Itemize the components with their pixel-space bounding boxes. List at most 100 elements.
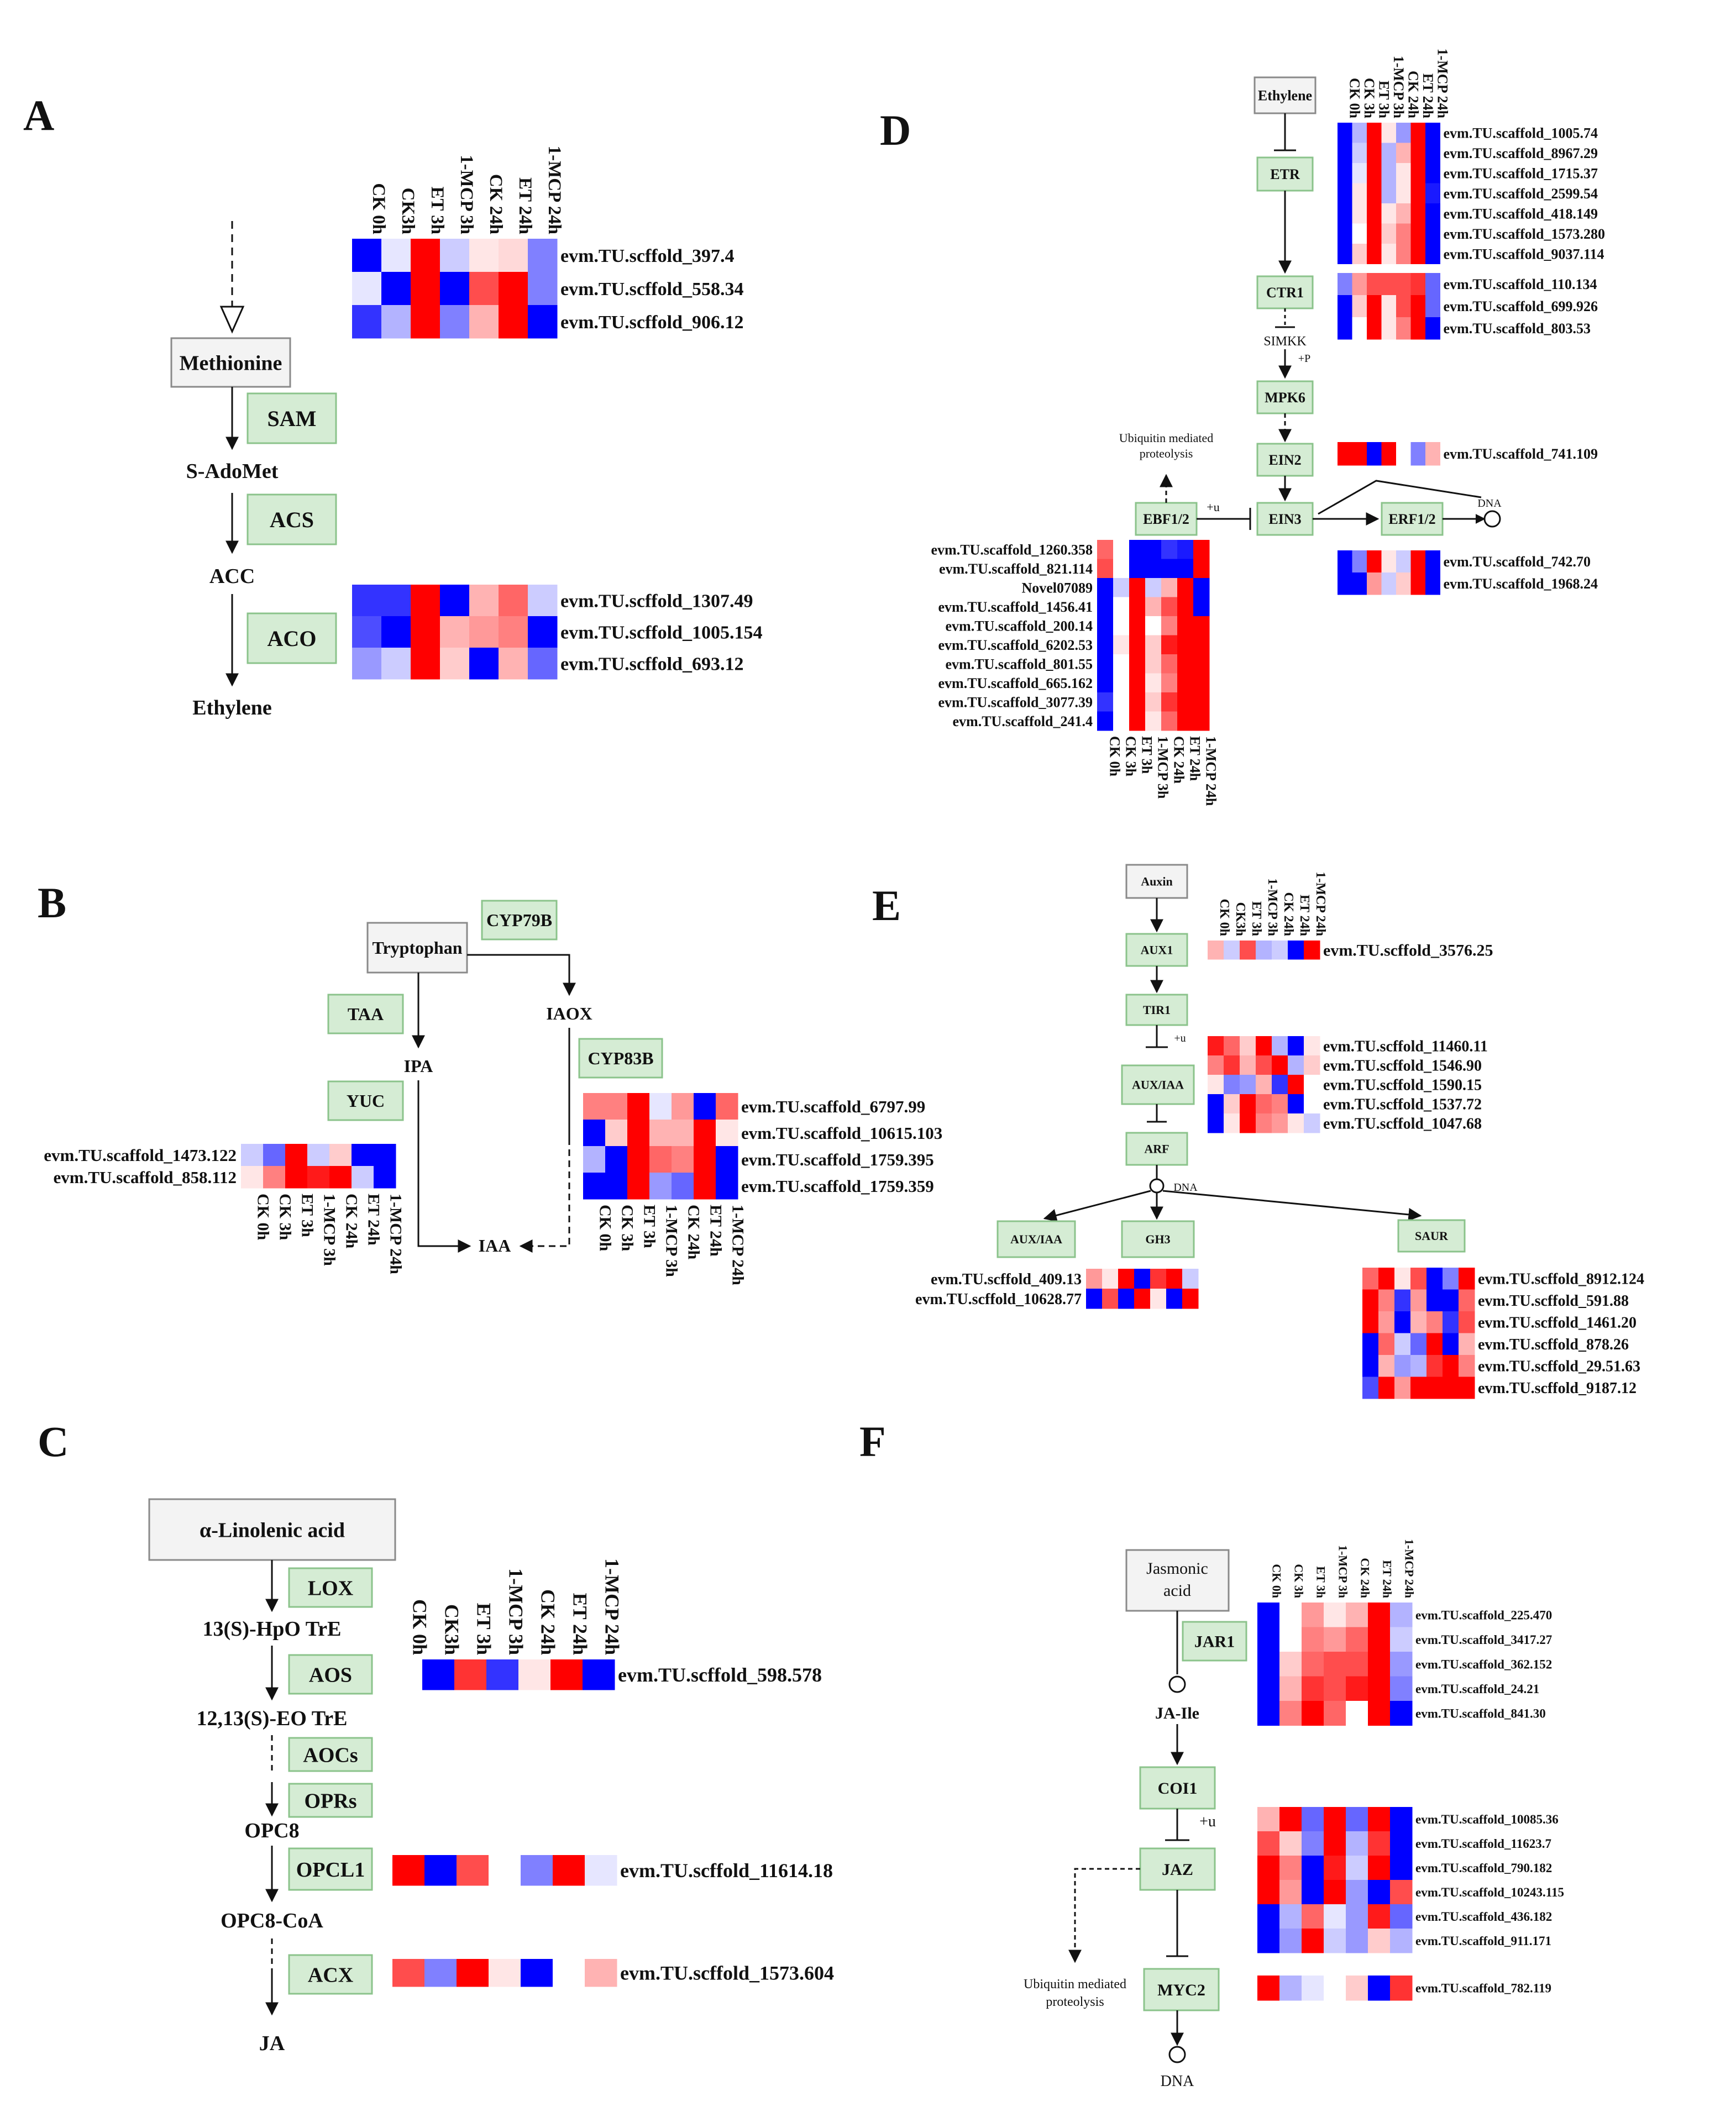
heatmap-cell — [374, 1144, 396, 1167]
heatmap-cell — [1338, 203, 1352, 224]
condition-label: ET 24h — [515, 177, 535, 234]
heatmap-cell — [627, 1146, 650, 1173]
heatmap-cell — [1240, 941, 1256, 960]
heatmap-cell — [469, 648, 499, 680]
condition-label: ET 24h — [1420, 73, 1436, 119]
heatmap-cell — [457, 1959, 489, 1987]
condition-label: ET 3h — [427, 186, 447, 234]
enzyme-taa: TAA — [327, 994, 404, 1034]
heatmap-cell — [1346, 1904, 1368, 1929]
heatmap-cell — [1257, 1856, 1280, 1880]
condition-label: CK 3h — [1292, 1564, 1306, 1598]
heatmap-cell — [1426, 1268, 1443, 1290]
heatmap-cell — [1257, 1976, 1280, 2001]
condition-label: 1-MCP 24h — [1403, 1539, 1417, 1598]
gene-label: evm.TU.scaffold_858.112 — [53, 1168, 237, 1187]
node-ethylene-box — [1254, 76, 1317, 114]
heatmap-cell — [1324, 1880, 1346, 1905]
gene-label: evm.TU.scaffold_9037.114 — [1444, 246, 1604, 262]
heatmap-cell — [1279, 1627, 1302, 1652]
node-myc2-label: MYC2 — [1157, 1981, 1205, 1999]
condition-label: CK 24h — [1359, 1558, 1372, 1598]
heatmap-cell — [1324, 1831, 1346, 1856]
heatmap-cell — [1193, 540, 1210, 559]
node-erf12: ERF1/2 — [1381, 502, 1444, 536]
heatmap-cell — [1279, 1652, 1302, 1677]
heatmap-cell — [1324, 1976, 1346, 2001]
node-aux-iaa: AUX/IAA — [1121, 1064, 1195, 1105]
node-linolenic-acid: α-Linolenic acid — [148, 1498, 396, 1561]
condition-label: CK 24h — [486, 174, 506, 234]
heatmap-cell — [1224, 1055, 1240, 1075]
condition-label: CK3h — [441, 1604, 463, 1655]
heatmap-cell — [1166, 1269, 1183, 1289]
heatmap-cell — [1426, 1311, 1443, 1333]
heatmap-cell — [1324, 1904, 1346, 1929]
label-proteolysis: proteolysis — [1046, 1995, 1104, 2009]
label-phosphorylation: +P — [1298, 353, 1310, 365]
heatmap-cell — [1338, 442, 1352, 466]
heatmap-cell — [1396, 244, 1411, 264]
heatmap-cell — [1208, 1036, 1224, 1056]
heatmap-cell — [1288, 1055, 1304, 1075]
heatmap-cell — [1097, 616, 1114, 635]
heatmap-cell — [528, 648, 558, 680]
heatmap-cell — [1381, 273, 1397, 296]
gene-label: evm.TU.scaffold_2599.54 — [1444, 186, 1598, 202]
heatmap-cell — [1279, 1603, 1302, 1627]
label-ubiquitin-mediated: Ubiquitin mediated — [1119, 431, 1213, 445]
condition-label: CK 24h — [1171, 736, 1187, 784]
heatmap-cell — [1113, 540, 1130, 559]
node-jasmonic-acid-line2: acid — [1163, 1582, 1191, 1600]
heatmap-cell — [1113, 616, 1130, 635]
heatmap-cell — [1367, 244, 1382, 264]
heatmap-cell — [469, 585, 499, 617]
heatmap-cell — [1410, 244, 1426, 264]
heatmap-cell — [1288, 1094, 1304, 1114]
heatmap-cell — [1368, 1701, 1391, 1726]
heatmap-cell — [1177, 692, 1194, 712]
heatmap-cell — [1381, 572, 1397, 595]
panel-letter-A: A — [23, 91, 54, 139]
heatmap-cell — [1145, 692, 1162, 712]
dna-node — [1168, 2046, 1186, 2063]
heatmap-cell — [1324, 1676, 1346, 1701]
heatmap-cell — [1346, 1603, 1368, 1627]
heatmap-cell — [1338, 317, 1352, 340]
gene-label: evm.TU.scaffold_1573.280 — [1444, 226, 1605, 242]
heatmap-cell — [1257, 1904, 1280, 1929]
enzyme-yuc: YUC — [327, 1080, 404, 1121]
node-aux1-label: AUX1 — [1141, 943, 1173, 957]
heatmap-cell — [1394, 1268, 1411, 1290]
gene-label: evm.TU.scaffold_110.134 — [1444, 276, 1597, 292]
heatmap-cell — [1113, 578, 1130, 597]
heatmap-cell — [1256, 1113, 1272, 1133]
heatmap-cell — [627, 1093, 650, 1120]
condition-label: ET 24h — [569, 1593, 591, 1655]
heatmap-cell — [1425, 550, 1440, 573]
heatmap-cell — [585, 1855, 617, 1886]
node-aux-iaa-box — [1121, 1064, 1195, 1105]
heatmap-cell — [1346, 1929, 1368, 1953]
heatmap-cell — [352, 1166, 374, 1189]
heatmap-cell — [1396, 123, 1411, 143]
heatmap-cell — [1367, 442, 1382, 466]
heatmap-cell — [422, 1659, 455, 1690]
gene-label: evm.TU.scaffold_1473.122 — [44, 1146, 237, 1165]
connector — [1318, 480, 1482, 515]
gene-label: evm.TU.scffold_906.12 — [560, 312, 743, 333]
heatmap-cell — [352, 616, 382, 648]
metabolite-ipa: IPA — [404, 1056, 433, 1076]
heatmap-F-0: evm.TU.scaffold_225.470 evm.TU.scaffold_3… — [1257, 1539, 1552, 1726]
open-arrowhead — [219, 306, 245, 334]
heatmap-cell — [469, 272, 499, 306]
heatmap-cell — [1362, 1289, 1379, 1312]
node-aux-iaa-target-label: AUX/IAA — [1010, 1232, 1062, 1246]
heatmap-cell — [1161, 578, 1178, 597]
gene-label: evm.TU.scffold_29.51.63 — [1478, 1358, 1640, 1375]
node-aux1: AUX1 — [1125, 933, 1188, 967]
connector — [519, 1138, 570, 1253]
heatmap-cell — [1129, 559, 1146, 579]
node-ebf12-box — [1135, 502, 1198, 536]
